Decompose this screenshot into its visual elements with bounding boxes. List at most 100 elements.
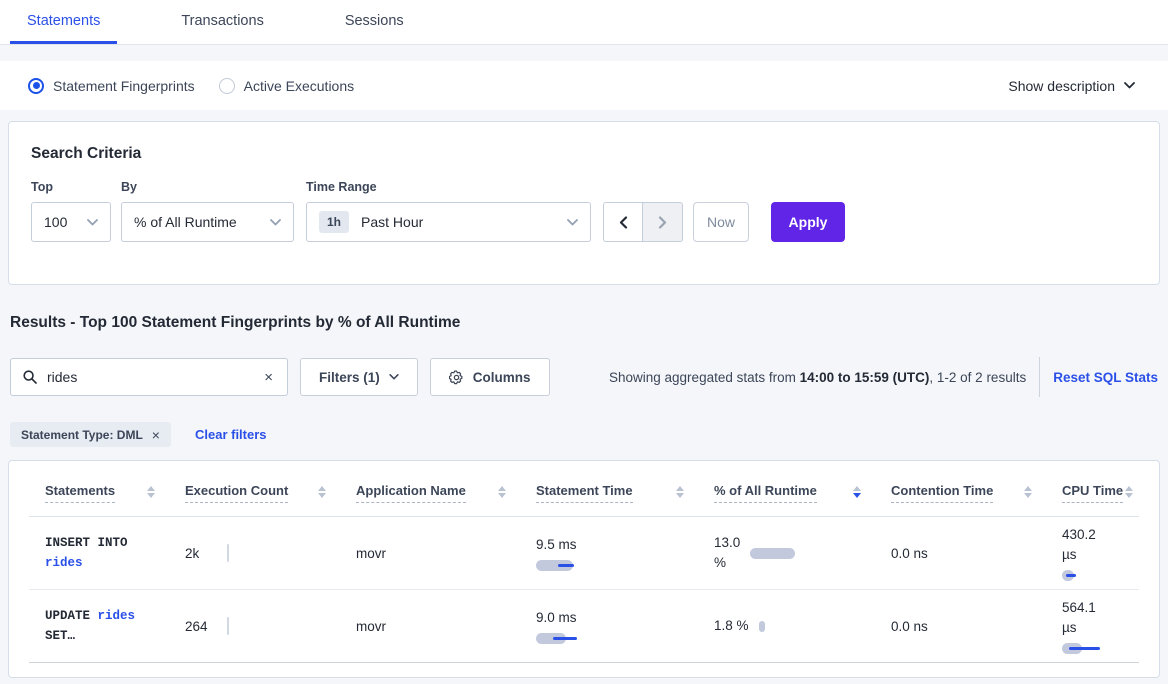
search-criteria-panel: Search Criteria Top 100 By % of All Runt… <box>8 121 1160 285</box>
pct-runtime-cell: 1.8 % <box>714 616 891 636</box>
active-filters-row: Statement Type: DML × Clear filters <box>10 422 1158 447</box>
chevron-down-icon <box>389 374 399 380</box>
cpu-time-bar <box>1062 643 1122 654</box>
chevron-down-icon <box>567 218 578 225</box>
sort-icon[interactable] <box>676 483 684 498</box>
chevron-right-icon <box>658 215 667 229</box>
time-range-select[interactable]: 1h Past Hour <box>306 202 591 242</box>
filters-button-label: Filters (1) <box>319 369 380 385</box>
cpu-time-cell: 430.2 µs <box>1062 525 1139 581</box>
show-description-toggle[interactable]: Show description <box>1008 78 1135 94</box>
table-row: INSERT INTO rides 2k movr 9.5 ms 13.0% 0… <box>29 517 1139 590</box>
statement-cell: UPDATE rides SET… <box>45 609 136 643</box>
radio-unselected-icon <box>218 77 235 94</box>
statement-link[interactable]: rides <box>97 609 136 623</box>
radio-selected-icon <box>28 77 44 94</box>
statement-cell: INSERT INTO rides <box>45 536 128 570</box>
chevron-down-icon <box>1124 82 1135 89</box>
by-select[interactable]: % of All Runtime <box>121 202 294 242</box>
application-name-cell: movr <box>356 618 386 634</box>
col-header-contention-time[interactable]: Contention Time <box>891 483 1062 503</box>
search-input[interactable] <box>47 369 263 385</box>
results-heading: Results - Top 100 Statement Fingerprints… <box>10 314 461 331</box>
tab-transactions[interactable]: Transactions <box>164 0 280 44</box>
top-select-value: 100 <box>44 214 68 230</box>
tab-sessions[interactable]: Sessions <box>328 0 421 44</box>
reset-sql-stats-link[interactable]: Reset SQL Stats <box>1053 369 1158 385</box>
now-button[interactable]: Now <box>693 202 749 242</box>
exec-count-bar <box>227 617 229 635</box>
sort-icon[interactable] <box>1024 483 1032 498</box>
results-toolbar: × Filters (1) Columns Showing aggregated… <box>10 357 1158 397</box>
statement-time-bar <box>536 633 596 644</box>
radio-statement-fingerprints-label: Statement Fingerprints <box>53 77 195 94</box>
statement-time-cell: 9.0 ms <box>536 608 714 644</box>
time-range-label: Time Range <box>306 180 377 194</box>
radio-active-executions-label: Active Executions <box>243 77 355 94</box>
sort-icon[interactable] <box>318 483 326 498</box>
time-next-button[interactable] <box>643 202 683 242</box>
radio-active-executions[interactable]: Active Executions <box>218 77 355 94</box>
by-field: By % of All Runtime <box>121 180 294 242</box>
remove-filter-icon[interactable]: × <box>151 426 160 443</box>
view-toggle-strip: Statement Fingerprints Active Executions… <box>0 61 1168 110</box>
col-header-execution-count[interactable]: Execution Count <box>185 483 356 503</box>
show-description-label: Show description <box>1008 77 1115 94</box>
cpu-time-bar <box>1062 570 1122 581</box>
tab-transactions-label: Transactions <box>181 13 264 29</box>
top-select[interactable]: 100 <box>31 202 111 242</box>
statement-link[interactable]: rides <box>45 556 83 570</box>
execution-count-cell: 2k <box>185 544 356 562</box>
pct-runtime-cell: 13.0% <box>714 533 891 573</box>
search-criteria-title: Search Criteria <box>31 145 142 162</box>
contention-time-cell: 0.0 ns <box>891 545 928 561</box>
time-prev-button[interactable] <box>603 202 643 242</box>
col-header-statement-time[interactable]: Statement Time <box>536 483 714 503</box>
pct-runtime-bar <box>750 547 810 559</box>
divider <box>1039 357 1041 397</box>
top-label: Top <box>31 180 53 194</box>
search-icon <box>23 370 37 384</box>
pct-runtime-bar <box>758 620 819 632</box>
statement-time-bar <box>536 560 596 571</box>
chevron-down-icon <box>270 218 281 225</box>
clear-filters-link[interactable]: Clear filters <box>194 427 267 442</box>
chevron-down-icon <box>87 218 98 225</box>
filter-chip-label: Statement Type: DML <box>21 427 143 442</box>
clear-search-icon[interactable]: × <box>264 368 273 386</box>
col-header-statements[interactable]: Statements <box>45 483 185 503</box>
stats-summary: Showing aggregated stats from 14:00 to 1… <box>609 369 1027 385</box>
filter-chip-statement-type: Statement Type: DML × <box>10 422 171 447</box>
radio-statement-fingerprints[interactable]: Statement Fingerprints <box>28 77 195 94</box>
col-header-pct-of-all-runtime[interactable]: % of All Runtime <box>714 483 891 503</box>
exec-count-bar <box>227 544 229 562</box>
time-range-badge: 1h <box>319 211 350 233</box>
sort-icon[interactable] <box>1125 483 1133 498</box>
application-name-cell: movr <box>356 545 386 561</box>
tab-statements[interactable]: Statements <box>10 0 118 44</box>
gear-icon <box>448 370 463 384</box>
by-select-value: % of All Runtime <box>134 214 237 230</box>
time-range-nav <box>603 202 683 242</box>
search-box[interactable]: × <box>10 358 288 396</box>
execution-count-cell: 264 <box>185 617 356 635</box>
apply-button[interactable]: Apply <box>771 202 845 242</box>
sort-icon[interactable] <box>498 483 506 498</box>
chevron-left-icon <box>619 215 627 229</box>
col-header-cpu-time[interactable]: CPU Time <box>1062 483 1139 503</box>
page-tabs: Statements Transactions Sessions <box>0 0 1168 45</box>
by-label: By <box>121 180 137 194</box>
sort-icon[interactable] <box>853 483 861 498</box>
statement-time-cell: 9.5 ms <box>536 535 714 571</box>
filters-button[interactable]: Filters (1) <box>300 358 418 396</box>
contention-time-cell: 0.0 ns <box>891 618 928 634</box>
table-header-row: Statements Execution Count Application N… <box>29 461 1139 517</box>
time-range-value: Past Hour <box>361 214 424 230</box>
statements-table: Statements Execution Count Application N… <box>8 460 1160 678</box>
top-field: Top 100 <box>31 180 111 242</box>
columns-button[interactable]: Columns <box>429 358 550 396</box>
sort-icon[interactable] <box>147 483 155 498</box>
col-header-application-name[interactable]: Application Name <box>356 483 536 503</box>
table-row: UPDATE rides SET… 264 movr 9.0 ms 1.8 % … <box>29 590 1139 663</box>
columns-button-label: Columns <box>472 369 531 385</box>
